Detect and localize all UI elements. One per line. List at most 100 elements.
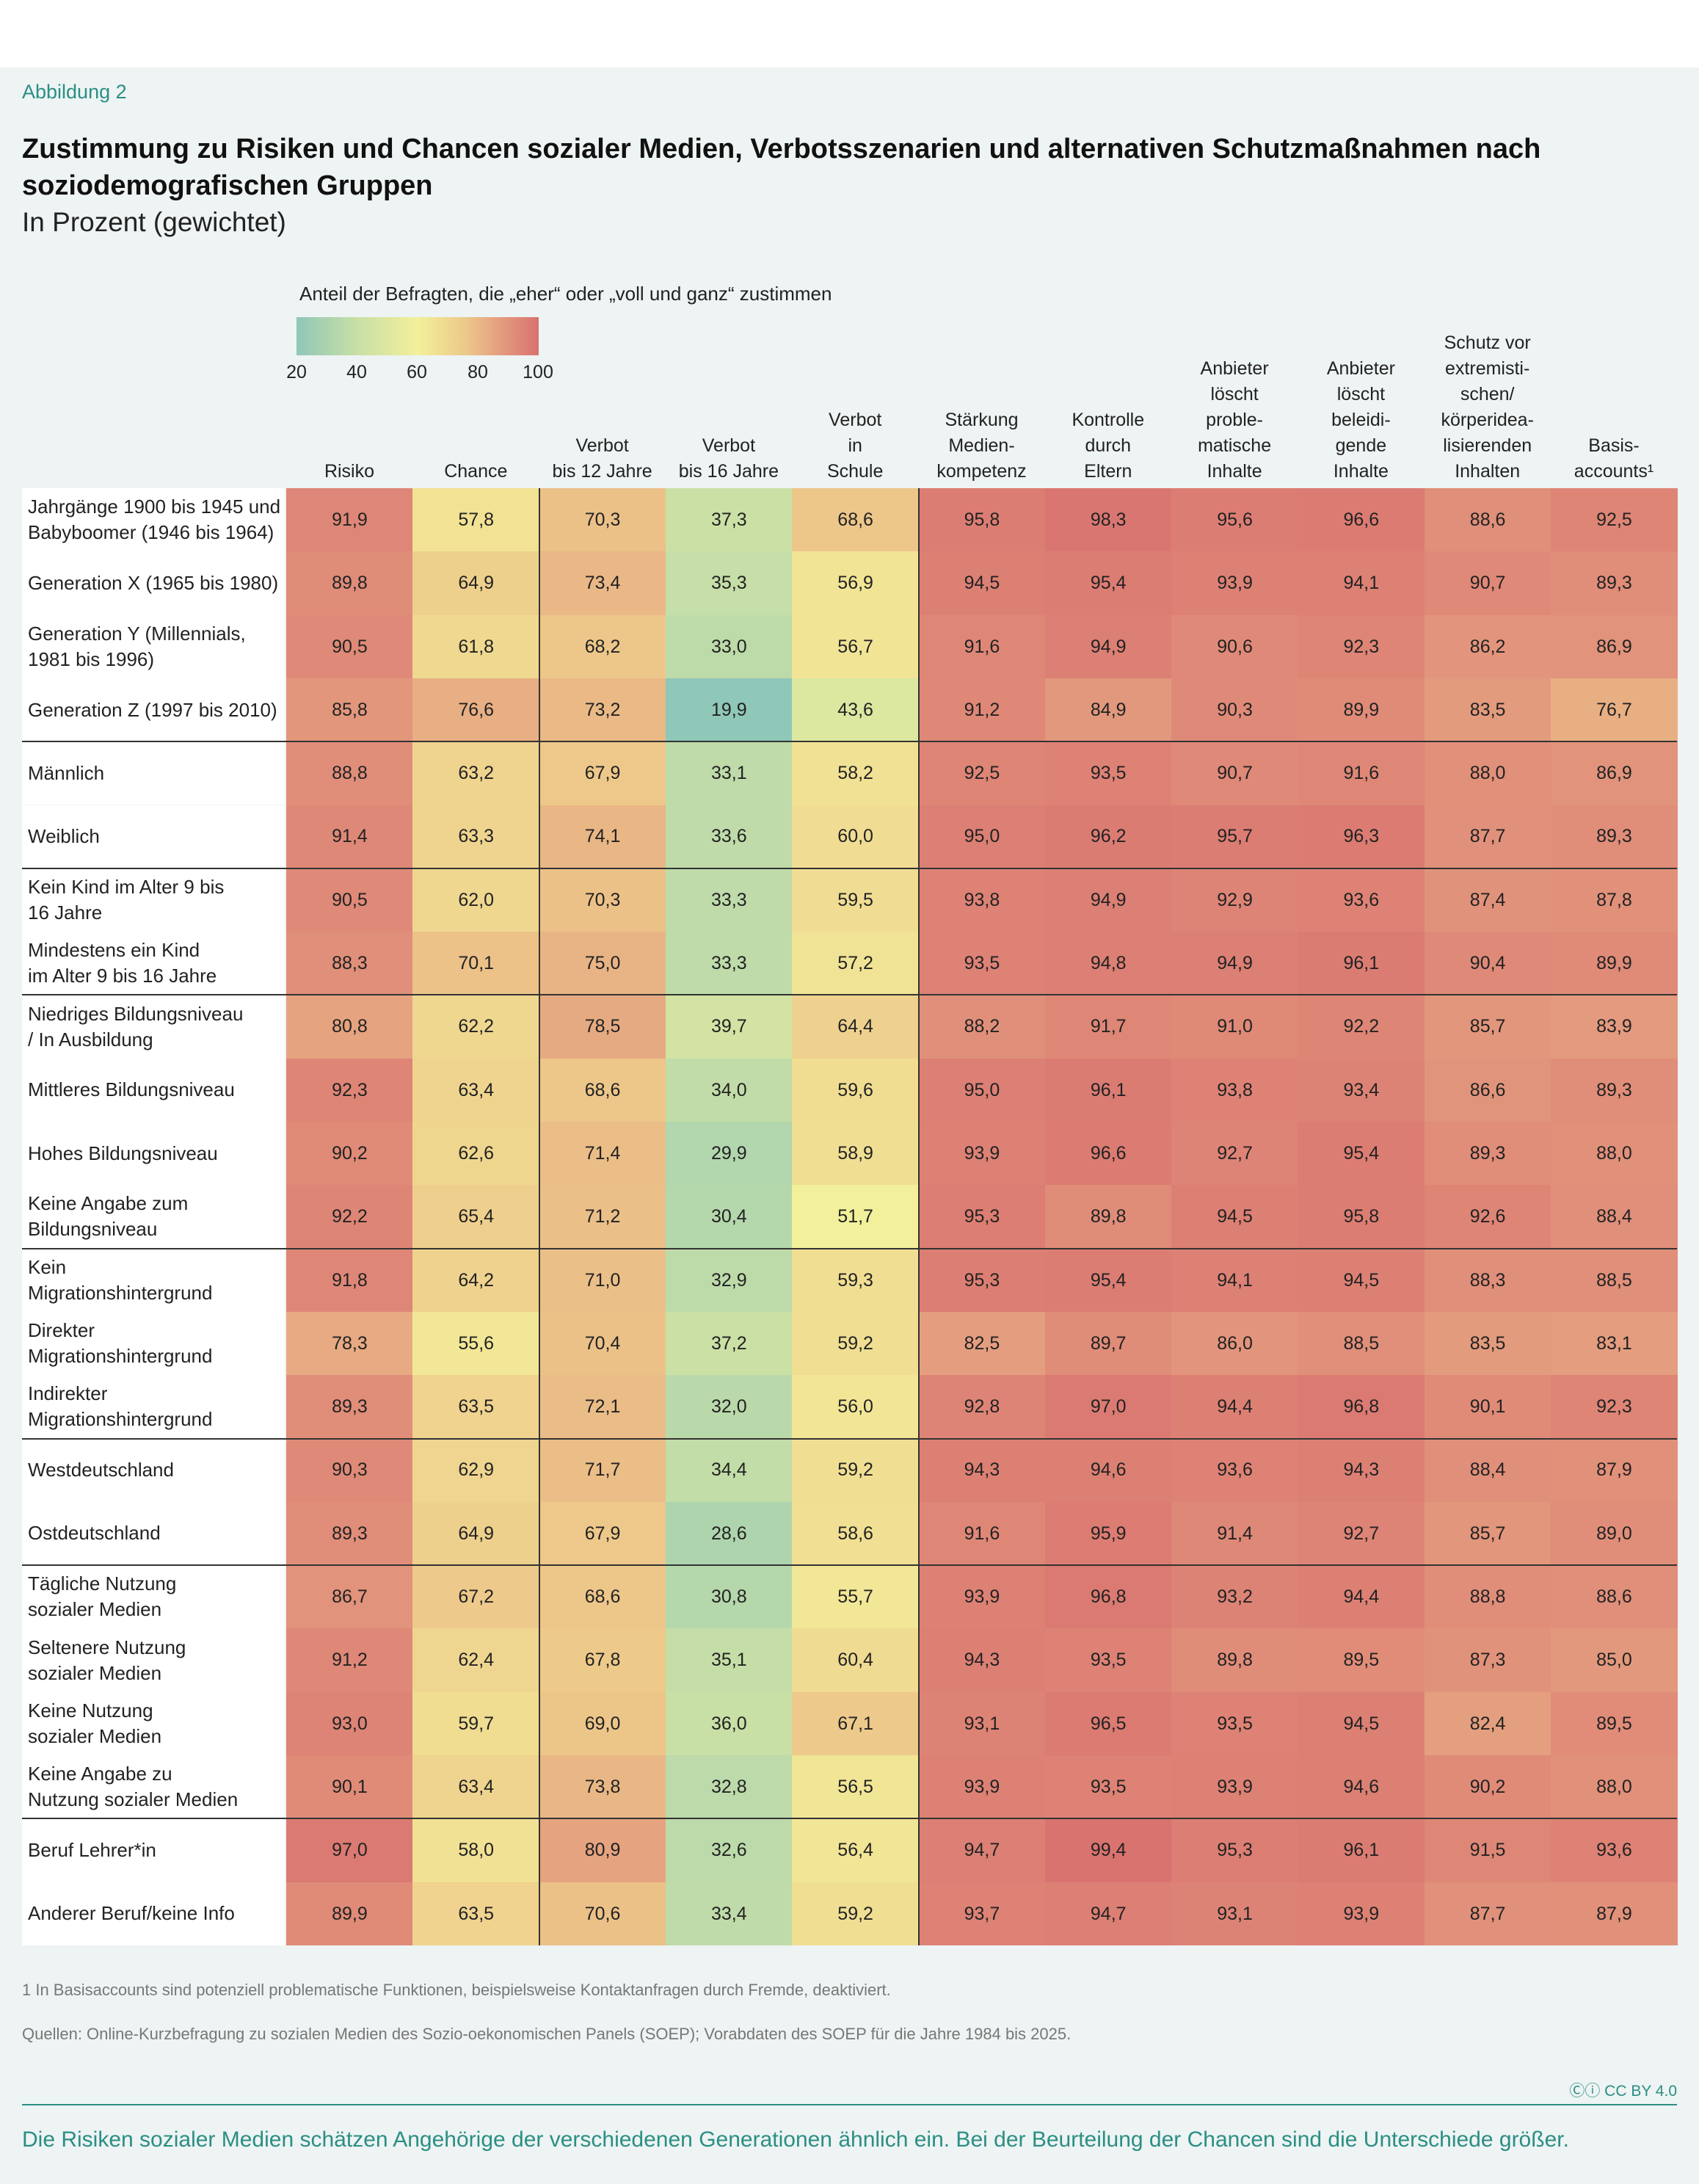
heatmap-cell: 93,5 [1044,1755,1172,1819]
row-label: Ostdeutschland [22,1501,285,1566]
column-header-line: lisierenden [1443,435,1532,456]
heatmap-cell: 87,4 [1424,868,1551,932]
row-label-line: Seltenere Nutzung [28,1636,186,1658]
heatmap-cell: 93,9 [918,1755,1046,1819]
legend-tick: 20 [286,362,307,382]
heatmap-cell: 72,1 [539,1375,666,1440]
heatmap-cell: 90,6 [1171,614,1298,679]
heatmap-cell: 94,7 [918,1818,1046,1883]
row-label-line: Bildungsniveau [28,1218,158,1241]
row-label-line: Keine Angabe zum [28,1192,189,1215]
heatmap-cell: 96,6 [1298,488,1425,552]
column-header-line: Risiko [324,461,375,482]
heatmap-cell: 64,2 [412,1248,540,1313]
heatmap-cell: 63,2 [412,741,540,806]
column-header-line: proble- [1206,410,1263,430]
row-label-line: Mindestens ein Kind [28,939,200,962]
heatmap-cell: 92,6 [1424,1185,1551,1249]
group-separator [22,1247,1678,1249]
row-label: Mindestens ein Kind im Alter 9 bis 16 Jah… [22,932,285,995]
row-label-line: Kein [28,1255,67,1278]
heatmap-cell: 71,7 [539,1438,666,1503]
heatmap-cell: 89,3 [286,1375,413,1440]
heatmap-cell: 91,6 [1298,741,1425,806]
heatmap-cell: 94,5 [1298,1248,1425,1313]
heatmap-cell: 83,9 [1551,995,1678,1059]
heatmap-cell: 91,2 [918,678,1046,742]
heatmap-cell: 93,6 [1551,1818,1678,1883]
heatmap-cell: 56,7 [792,614,920,679]
row-label: Westdeutschland [22,1438,285,1502]
heatmap-cell: 88,5 [1551,1248,1678,1313]
heatmap-cell: 55,7 [792,1565,920,1629]
heatmap-cell: 96,6 [1044,1122,1172,1186]
heatmap-cell: 95,8 [1298,1185,1425,1249]
heatmap-cell: 89,3 [1551,805,1678,869]
heatmap-cell: 90,3 [286,1438,413,1503]
heatmap-cell: 36,0 [665,1691,793,1756]
heatmap-cell: 91,8 [286,1248,413,1313]
heatmap-cell: 91,4 [1171,1501,1298,1566]
heatmap-cell: 35,1 [665,1628,793,1693]
row-label: Männlich [22,741,285,805]
heatmap-cell: 63,4 [412,1058,540,1122]
heatmap-cell: 89,8 [1044,1185,1172,1249]
column-header: Stärkung Medien-kompetenz [919,407,1045,485]
column-header-line: Anbieter [1326,358,1395,379]
column-header-line: Chance [444,461,508,482]
column-header-line: Inhalten [1455,461,1521,482]
heatmap-cell: 86,9 [1551,741,1678,806]
row-label: Tägliche Nutzung sozialer Medien [22,1565,285,1629]
heatmap-cell: 33,3 [665,932,793,995]
heatmap-cell: 86,2 [1424,614,1551,679]
heatmap-cell: 85,7 [1424,995,1551,1059]
heatmap-cell: 89,5 [1298,1628,1425,1693]
column-header-line: Schutz vor [1444,333,1531,353]
heatmap-cell: 91,4 [286,805,413,869]
figure-label: Abbildung 2 [22,81,127,103]
heatmap-cell: 89,3 [286,1501,413,1566]
heatmap-cell: 59,2 [792,1882,920,1946]
column-header-line: löscht [1210,384,1259,404]
group-separator [22,867,1678,869]
heatmap-cell: 94,1 [1298,551,1425,616]
column-header: Chance [412,459,539,485]
heatmap-cell: 29,9 [665,1122,793,1186]
heatmap-cell: 65,4 [412,1185,540,1249]
column-header: Anbieter löscht beleidi-gende Inhalte [1298,356,1424,485]
heatmap-cell: 93,6 [1298,868,1425,932]
column-header-line: Inhalte [1207,461,1262,482]
heatmap-cell: 95,7 [1171,805,1298,869]
column-header: Verbot in Schule [792,407,918,485]
heatmap-cell: 32,8 [665,1755,793,1819]
heatmap-cell: 37,3 [665,488,793,552]
legend-tick: 40 [346,362,367,382]
row-label-line: 16 Jahre [28,901,103,924]
heatmap-cell: 70,1 [412,932,540,995]
heatmap-cell: 28,6 [665,1501,793,1566]
heatmap-cell: 88,0 [1551,1755,1678,1819]
heatmap-cell: 92,2 [1298,995,1425,1059]
heatmap-cell: 37,2 [665,1311,793,1376]
row-label: Generation Z (1997 bis 2010) [22,678,285,742]
heatmap-cell: 90,7 [1171,741,1298,806]
cc-icon: Ⓒⓘ [1569,2083,1605,2100]
row-label-line: Westdeutschland [28,1459,174,1481]
heatmap-cell: 94,3 [918,1438,1046,1503]
heatmap-cell: 93,1 [918,1691,1046,1756]
heatmap-cell: 32,9 [665,1248,793,1313]
column-header: Risiko [286,459,412,485]
heatmap-cell: 94,3 [1298,1438,1425,1503]
heatmap-cell: 95,4 [1298,1122,1425,1186]
row-label: Kein Migrationshintergrund [22,1248,285,1312]
row-label-line: Beruf Lehrer*in [28,1838,156,1861]
row-label-line: Tägliche Nutzung [28,1572,177,1595]
heatmap-cell: 67,2 [412,1565,540,1629]
heatmap-cell: 71,0 [539,1248,666,1313]
row-label: Generation X (1965 bis 1980) [22,551,285,615]
heatmap-cell: 89,8 [286,551,413,616]
heatmap-cell: 91,2 [286,1628,413,1693]
heatmap-cell: 43,6 [792,678,920,742]
footnote: 1 In Basisaccounts sind potenziell probl… [22,1981,891,1999]
heatmap-cell: 89,0 [1551,1501,1678,1566]
